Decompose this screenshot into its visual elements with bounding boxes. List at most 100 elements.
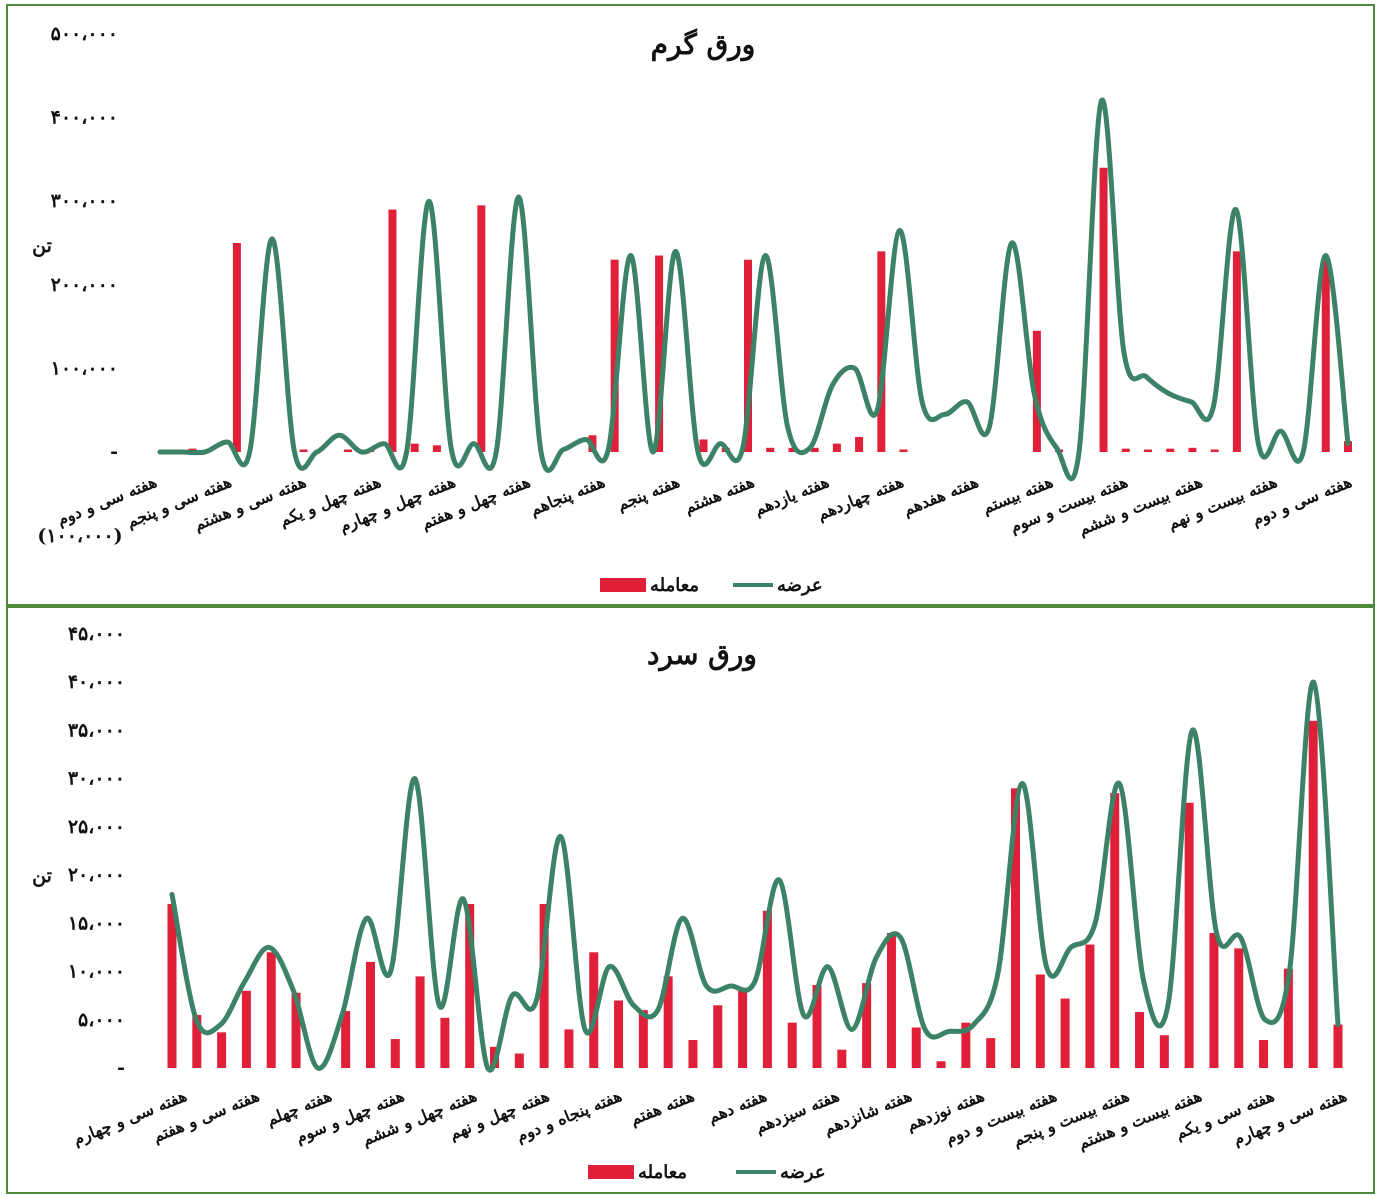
cold-bar-44 (1234, 948, 1244, 1068)
cold-bar-10 (390, 1039, 400, 1068)
cold-bar-40 (1135, 1012, 1145, 1068)
hot-bar-44 (1099, 167, 1108, 452)
hot-y-tick-label: ۲۰۰،۰۰۰ (51, 274, 118, 296)
hot-bar-35 (899, 449, 908, 452)
hot-bar-54 (1321, 259, 1330, 452)
cold-legend-supply-label: عرضه (780, 1162, 826, 1183)
hot-y-tick-label: ۴۰۰،۰۰۰ (51, 107, 118, 129)
cold-bar-6 (291, 992, 301, 1068)
cold-y-tick-label: ۵،۰۰۰ (78, 1009, 125, 1031)
cold-bar-1 (167, 904, 177, 1068)
cold-bar-27 (812, 985, 822, 1068)
cold-bar-43 (1209, 932, 1219, 1068)
cold-bar-20 (638, 1010, 648, 1068)
cold-category-label: هفته هفتم (627, 1086, 697, 1130)
cold-bar-45 (1259, 1040, 1269, 1068)
cold-bar-3 (217, 1032, 227, 1068)
hot-bar-34 (877, 251, 886, 452)
hot-bar-32 (832, 443, 841, 452)
hot-bar-16 (477, 205, 486, 452)
cold-bar-24 (738, 990, 748, 1068)
hot-rolled-chart-panel: ورق گرم - ۱۰۰،۰۰۰ ۲۰۰،۰۰۰ ۳۰۰،۰۰۰ ۴۰۰،۰۰۰ ۵۰۰،… (6, 4, 1375, 606)
hot-rolled-chart: ورق گرم - ۱۰۰،۰۰۰ ۲۰۰،۰۰۰ ۳۰۰،۰۰۰ ۴۰۰،۰۰۰ ۵۰۰،… (32, 23, 1355, 596)
cold-bar-18 (589, 952, 599, 1068)
hot-bar-41 (1032, 330, 1041, 452)
cold-bar-34 (986, 1038, 996, 1068)
hot-bar-5 (232, 243, 241, 452)
cold-bar-42 (1184, 802, 1194, 1068)
cold-y-tick-label: ۴۵،۰۰۰ (68, 623, 125, 645)
cold-y-tick-label: ۲۰،۰۰۰ (68, 864, 125, 886)
cold-bar-28 (837, 1049, 847, 1068)
hot-bar-13 (410, 443, 419, 452)
cold-bar-23 (713, 1005, 723, 1068)
hot-bar-12 (388, 209, 397, 452)
cold-bar-35 (1010, 788, 1020, 1068)
hot-chart-title: ورق گرم (651, 28, 756, 62)
hot-category-label: هفته چهاردهم (814, 472, 906, 525)
cold-bar-4 (241, 990, 251, 1068)
hot-bar-47 (1166, 448, 1175, 452)
cold-rolled-chart: ورق سرد - ۵،۰۰۰ ۱۰،۰۰۰ ۱۵،۰۰۰ ۲۰،۰۰۰ ۲۵،۰۰۰ ۳۰،… (32, 623, 1350, 1183)
cold-legend-trade-swatch (588, 1165, 634, 1179)
cold-bar-21 (663, 976, 673, 1068)
hot-category-label: هفته پنجم (614, 472, 682, 515)
cold-y-tick-label: ۳۰،۰۰۰ (68, 768, 125, 790)
cold-category-label: هفته سی و چهارم (70, 1086, 190, 1150)
hot-bar-30 (788, 447, 797, 452)
hot-bar-48 (1188, 447, 1197, 452)
cold-bar-36 (1035, 974, 1045, 1068)
hot-legend-supply-label: عرضه (777, 575, 823, 596)
cold-y-tick-label: - (117, 1057, 125, 1079)
cold-y-tick-label: ۲۵،۰۰۰ (68, 816, 125, 838)
hot-category-label: هفته هشتم (682, 472, 758, 518)
cold-bar-31 (911, 1027, 921, 1068)
cold-y-axis-label: تن (32, 865, 52, 887)
cold-bar-15 (514, 1053, 524, 1068)
cold-y-tick-label: ۱۵،۰۰۰ (68, 912, 125, 934)
cold-bar-8 (341, 1011, 351, 1068)
hot-bar-24 (655, 255, 664, 452)
hot-bar-14 (432, 445, 441, 452)
cold-bar-39 (1110, 793, 1120, 1068)
cold-bar-17 (564, 1029, 574, 1068)
hot-y-axis-label: تن (32, 235, 52, 257)
hot-bar-31 (810, 447, 819, 452)
hot-bar-46 (1144, 449, 1152, 452)
hot-supply-line (157, 97, 1351, 482)
cold-rolled-chart-panel: ورق سرد - ۵،۰۰۰ ۱۰،۰۰۰ ۱۵،۰۰۰ ۲۰،۰۰۰ ۲۵،۰۰۰ ۳۰،… (6, 606, 1375, 1194)
cold-bar-48 (1333, 1024, 1343, 1068)
cold-bar-33 (961, 1022, 971, 1068)
cold-bar-25 (762, 910, 772, 1068)
hot-bar-28 (744, 259, 752, 452)
hot-bar-10 (344, 449, 352, 452)
cold-bar-19 (614, 1000, 624, 1068)
cold-bar-12 (440, 1017, 450, 1068)
hot-bar-33 (855, 436, 864, 452)
cold-bar-5 (266, 952, 276, 1068)
hot-bar-45 (1121, 448, 1130, 452)
cold-bar-30 (886, 932, 896, 1068)
cold-bar-13 (465, 904, 475, 1068)
hot-y-tick-label: - (110, 441, 118, 463)
hot-bar-50 (1232, 251, 1241, 452)
cold-supply-line (169, 679, 1341, 1073)
cold-bar-2 (192, 1014, 202, 1068)
cold-bar-9 (365, 961, 375, 1068)
hot-unit-label: (۱۰۰،۰۰۰) (37, 525, 122, 547)
hot-y-tick-label: ۱۰۰،۰۰۰ (51, 357, 118, 379)
cold-bar-37 (1060, 998, 1070, 1068)
cold-bar-29 (862, 983, 872, 1068)
hot-category-label: هفته هفدهم (900, 472, 981, 520)
cold-bar-41 (1159, 1035, 1169, 1068)
hot-category-label: هفته پنجاهم (527, 472, 608, 520)
cold-bar-11 (415, 976, 425, 1068)
hot-bar-29 (766, 447, 775, 452)
cold-bar-47 (1308, 720, 1318, 1068)
hot-y-tick-label: ۵۰۰،۰۰۰ (51, 23, 118, 45)
cold-y-tick-label: ۴۰،۰۰۰ (68, 671, 125, 693)
hot-bar-8 (299, 449, 308, 452)
hot-legend-trade-label: معامله (650, 575, 699, 596)
hot-legend-trade-swatch (600, 578, 646, 592)
cold-bar-32 (936, 1061, 946, 1068)
